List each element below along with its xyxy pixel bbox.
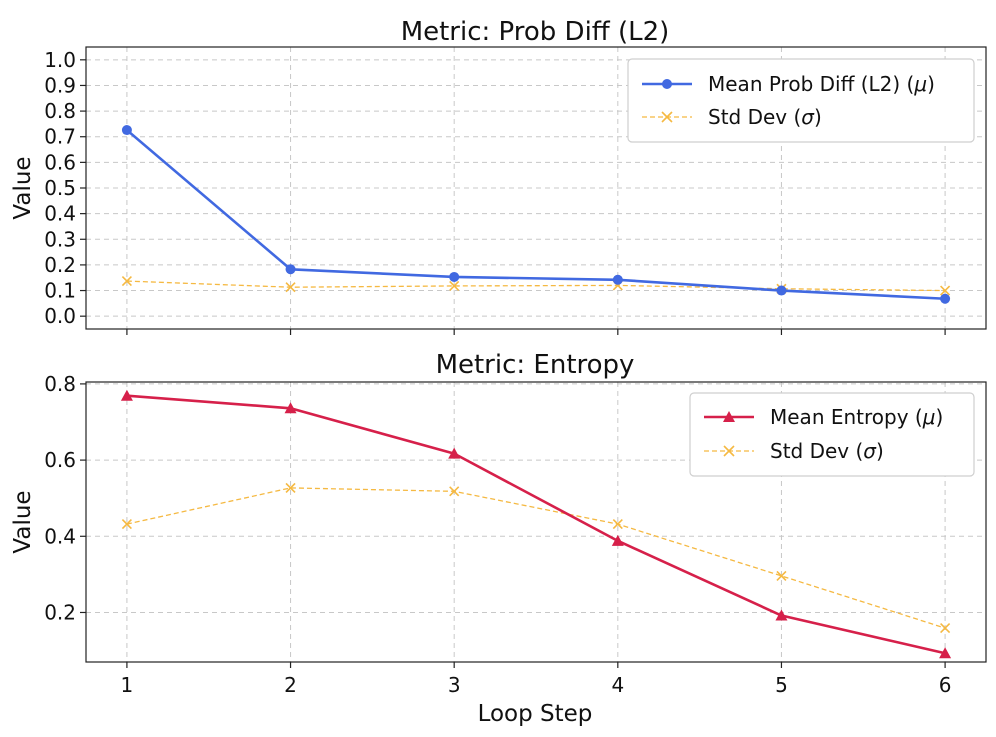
- entropy-xtick-label: 6: [939, 673, 952, 697]
- entropy-mean-point: [284, 402, 297, 414]
- entropy-std-dev-point: [776, 570, 787, 581]
- prob-diff-ytick-label: 0.6: [44, 150, 76, 174]
- prob-diff-frame: [85, 46, 987, 330]
- entropy-yticks: 0.2 0.4 0.6 0.8: [44, 372, 86, 624]
- prob-diff-legend: Mean Prob Diff (L2) (μ) Std Dev (σ): [627, 58, 975, 143]
- entropy-mean-point: [611, 534, 624, 546]
- entropy-std-dev-point: [612, 519, 623, 530]
- prob-diff-ytick-label: 0.9: [44, 73, 76, 97]
- entropy-ytick-label: 0.4: [44, 524, 76, 548]
- entropy-std-dev-point: [940, 623, 951, 634]
- entropy-panel: Metric: Entropy Value Loop Step 0.20.40.…: [10, 350, 987, 727]
- prob-diff-ytick-label: 0.4: [44, 202, 76, 226]
- entropy-ylabel: Value: [10, 490, 36, 553]
- entropy-mean-point: [939, 647, 952, 659]
- prob-diff-title: Metric: Prob Diff (L2): [401, 17, 670, 47]
- entropy-std-dev-point: [449, 486, 460, 497]
- entropy-legend: Mean Entropy (μ) Std Dev (σ): [689, 392, 975, 477]
- legend-label-mean-prob-diff: Mean Prob Diff (L2) (μ): [708, 72, 935, 96]
- entropy-xticks: 1 2 3 4 5 6: [121, 662, 952, 697]
- legend-marker-mean-entropy: [723, 411, 735, 422]
- prob-diff-ytick-label: 0.5: [44, 176, 76, 200]
- entropy-mean-point: [448, 447, 461, 459]
- entropy-ytick-label: 0.8: [44, 372, 76, 396]
- prob-diff-ytick-label: 0.3: [44, 227, 76, 251]
- prob-diff-mean-point: [776, 285, 787, 296]
- prob-diff-panel: Metric: Prob Diff (L2) Value 0.00.10.20.…: [10, 17, 987, 335]
- prob-diff-legend-box: [627, 58, 975, 143]
- entropy-std-dev-point: [121, 519, 132, 530]
- prob-diff-std-dev-point: [940, 285, 951, 296]
- prob-diff-mean-line: [126, 129, 946, 301]
- entropy-xlabel: Loop Step: [478, 701, 593, 727]
- legend-marker-entropy-std-dev: [723, 445, 735, 457]
- entropy-ytick-label: 0.6: [44, 448, 76, 472]
- prob-diff-yticks: 0.00.10.20.30.40.50.60.70.80.91.0: [44, 48, 86, 328]
- prob-diff-ytick-label: 0.7: [44, 125, 76, 149]
- prob-diff-mean-point: [121, 125, 132, 136]
- entropy-ytick-label: 0.2: [44, 600, 76, 624]
- entropy-std-dev-point: [285, 482, 296, 493]
- entropy-frame: [85, 381, 987, 663]
- legend-label-mean-entropy: Mean Entropy (μ): [770, 405, 943, 429]
- entropy-xtick-label: 2: [284, 673, 297, 697]
- entropy-mean-line: [126, 394, 946, 655]
- prob-diff-ytick-label: 1.0: [44, 48, 76, 72]
- prob-diff-series: [121, 125, 951, 304]
- prob-diff-std-dev-line: [126, 280, 946, 292]
- legend-label-entropy-std-dev: Std Dev (σ): [770, 439, 884, 463]
- prob-diff-ytick-label: 0.1: [44, 279, 76, 303]
- entropy-xtick-label: 1: [121, 673, 134, 697]
- prob-diff-mean-point: [285, 264, 296, 275]
- prob-diff-std-dev-point: [285, 282, 296, 293]
- prob-diff-mean-point: [612, 274, 623, 285]
- legend-marker-std-dev: [661, 111, 673, 123]
- prob-diff-ytick-label: 0.2: [44, 253, 76, 277]
- entropy-legend-box: [689, 392, 975, 477]
- prob-diff-ytick-label: 0.8: [44, 99, 76, 123]
- prob-diff-ytick-label: 0.0: [44, 304, 76, 328]
- legend-label-std-dev: Std Dev (σ): [708, 105, 822, 129]
- entropy-mean-point: [775, 609, 788, 621]
- prob-diff-xticks: [126, 329, 946, 335]
- entropy-xtick-label: 3: [448, 673, 461, 697]
- prob-diff-mean-point: [449, 271, 460, 282]
- prob-diff-ylabel: Value: [10, 156, 36, 219]
- entropy-xtick-label: 4: [611, 673, 624, 697]
- entropy-mean-point: [120, 389, 133, 401]
- prob-diff-mean-point: [940, 293, 951, 304]
- entropy-series: [120, 389, 952, 659]
- entropy-std-dev-line: [126, 487, 946, 629]
- prob-diff-std-dev-point: [121, 275, 132, 287]
- prob-diff-std-dev-point: [449, 280, 460, 291]
- legend-marker-mean-prob-diff: [662, 79, 672, 89]
- entropy-xtick-label: 5: [775, 673, 788, 697]
- entropy-title: Metric: Entropy: [436, 350, 635, 380]
